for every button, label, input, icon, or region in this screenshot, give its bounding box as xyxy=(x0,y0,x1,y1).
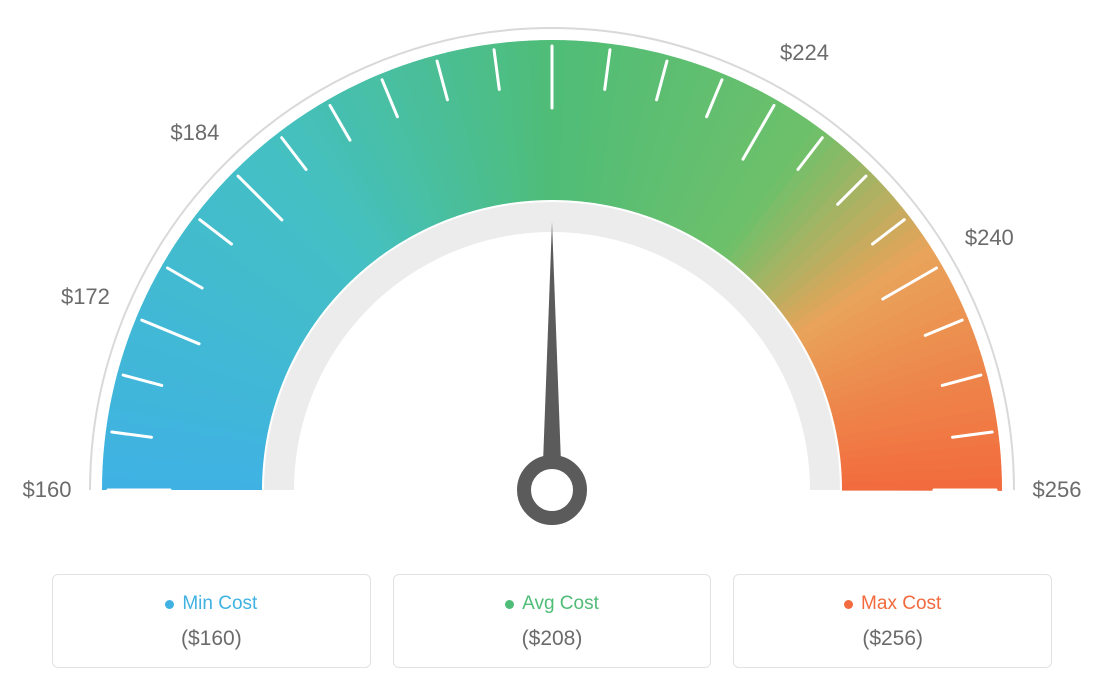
gauge-chart-container: $160$172$184$208$224$240$256 Min Cost ($… xyxy=(0,0,1104,690)
legend-dot-avg xyxy=(505,600,514,609)
gauge-tick-label: $224 xyxy=(780,40,829,66)
gauge-tick-label: $160 xyxy=(23,477,72,503)
legend-title-min: Min Cost xyxy=(165,593,257,615)
legend-title-text-avg: Avg Cost xyxy=(522,593,599,615)
gauge-tick-label: $184 xyxy=(170,120,219,146)
gauge-tick-label: $172 xyxy=(61,284,110,310)
legend-value-min: ($160) xyxy=(63,627,360,651)
gauge-svg xyxy=(52,10,1052,550)
legend-row: Min Cost ($160) Avg Cost ($208) Max Cost… xyxy=(52,574,1052,668)
gauge-area: $160$172$184$208$224$240$256 xyxy=(0,0,1104,560)
legend-dot-min xyxy=(165,600,174,609)
gauge-tick-label: $240 xyxy=(965,225,1014,251)
legend-title-text-max: Max Cost xyxy=(861,593,941,615)
legend-title-avg: Avg Cost xyxy=(505,593,599,615)
legend-card-avg: Avg Cost ($208) xyxy=(393,574,712,668)
legend-dot-max xyxy=(844,600,853,609)
gauge-tick-label: $256 xyxy=(1033,477,1082,503)
legend-card-min: Min Cost ($160) xyxy=(52,574,371,668)
legend-card-max: Max Cost ($256) xyxy=(733,574,1052,668)
legend-value-max: ($256) xyxy=(744,627,1041,651)
legend-title-max: Max Cost xyxy=(844,593,941,615)
legend-value-avg: ($208) xyxy=(404,627,701,651)
legend-title-text-min: Min Cost xyxy=(182,593,257,615)
